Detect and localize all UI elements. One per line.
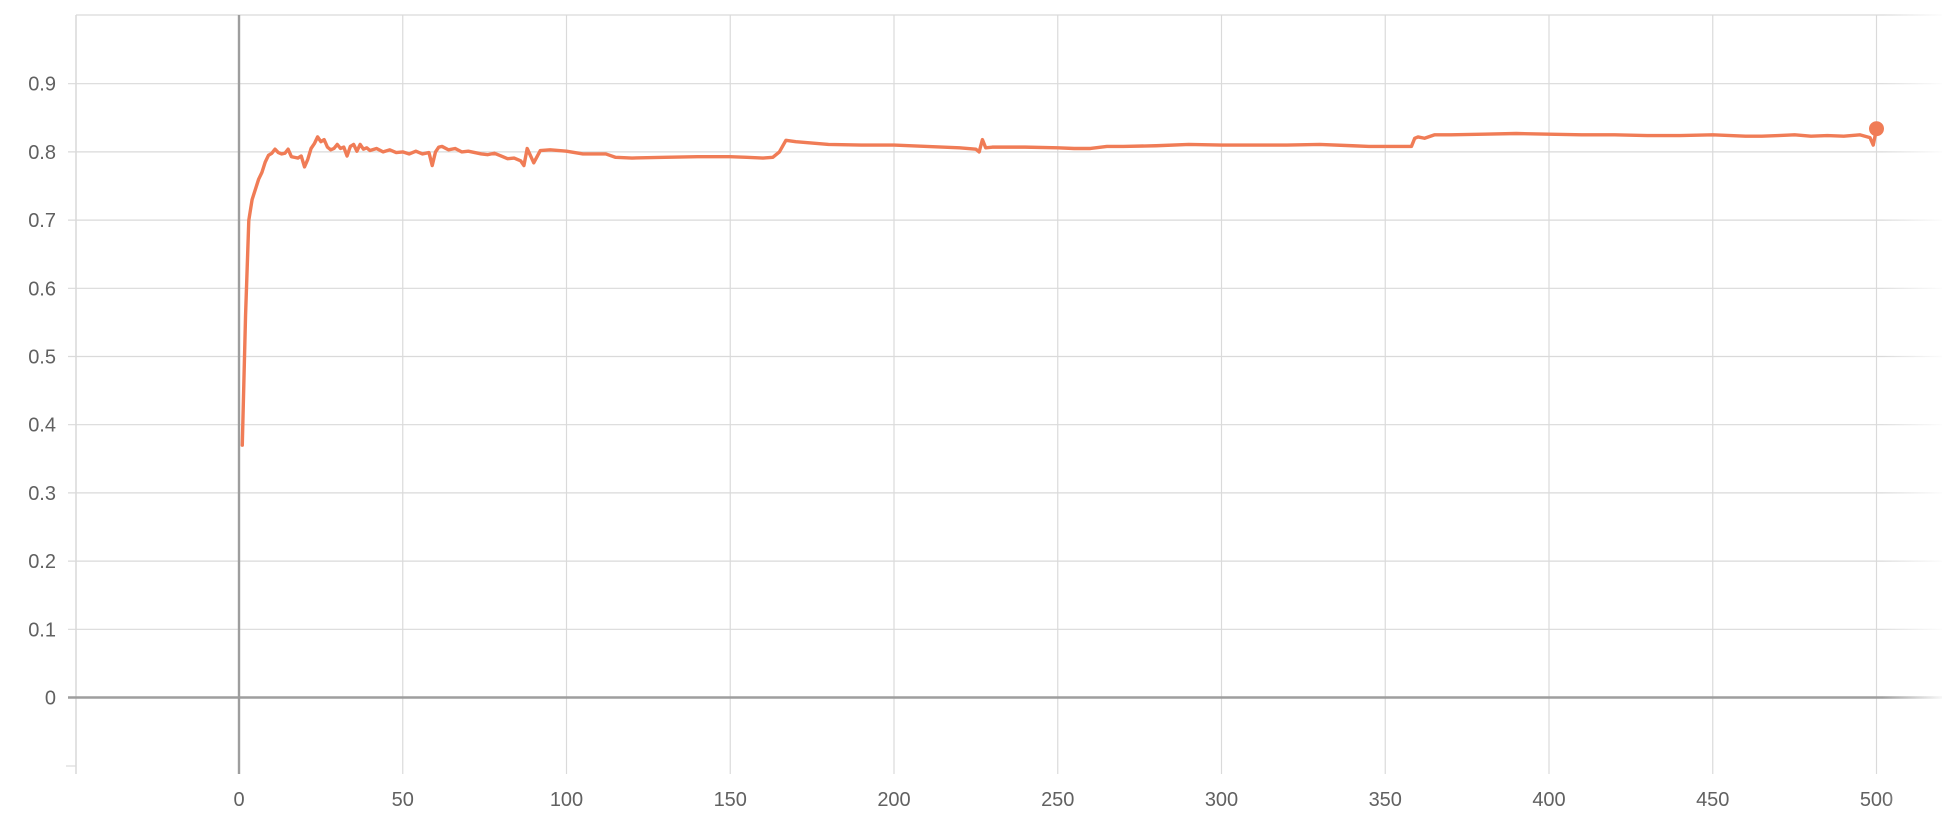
y-tick-label-0-6: 0.6 (28, 278, 56, 300)
y-tick-label-0-8: 0.8 (28, 142, 56, 164)
grid-layer (66, 14, 1942, 774)
y-tick-label-0-4: 0.4 (28, 415, 56, 437)
y-tick-label-0-1: 0.1 (28, 619, 56, 641)
x-tick-label-350: 350 (1369, 789, 1402, 811)
y-tick-label-0-5: 0.5 (28, 347, 56, 369)
series-line-0 (240, 127, 1879, 447)
x-tick-label-450: 450 (1696, 789, 1729, 811)
x-tick-label-400: 400 (1532, 789, 1565, 811)
x-tick-label-100: 100 (550, 789, 583, 811)
x-tick-label-300: 300 (1205, 789, 1238, 811)
series-layer (240, 121, 1884, 447)
x-tick-label-0: 0 (233, 789, 244, 811)
x-tick-label-500: 500 (1860, 789, 1893, 811)
tick-label-layer: 0 50 100 150 200 250 300 350 400 450 500 0 0.1 0.2 0.3… (28, 74, 1893, 811)
x-tick-label-200: 200 (877, 789, 910, 811)
axis-layer (68, 15, 1942, 774)
x-tick-label-250: 250 (1041, 789, 1074, 811)
y-tick-label-0-3: 0.3 (28, 483, 56, 505)
y-tick-label-0-9: 0.9 (28, 74, 56, 96)
x-tick-label-50: 50 (392, 789, 414, 811)
y-tick-label-0: 0 (45, 688, 56, 710)
y-tick-label-0-2: 0.2 (28, 551, 56, 573)
y-tick-label-0-7: 0.7 (28, 210, 56, 232)
series-last-point-0 (1869, 121, 1884, 137)
x-tick-label-150: 150 (714, 789, 747, 811)
